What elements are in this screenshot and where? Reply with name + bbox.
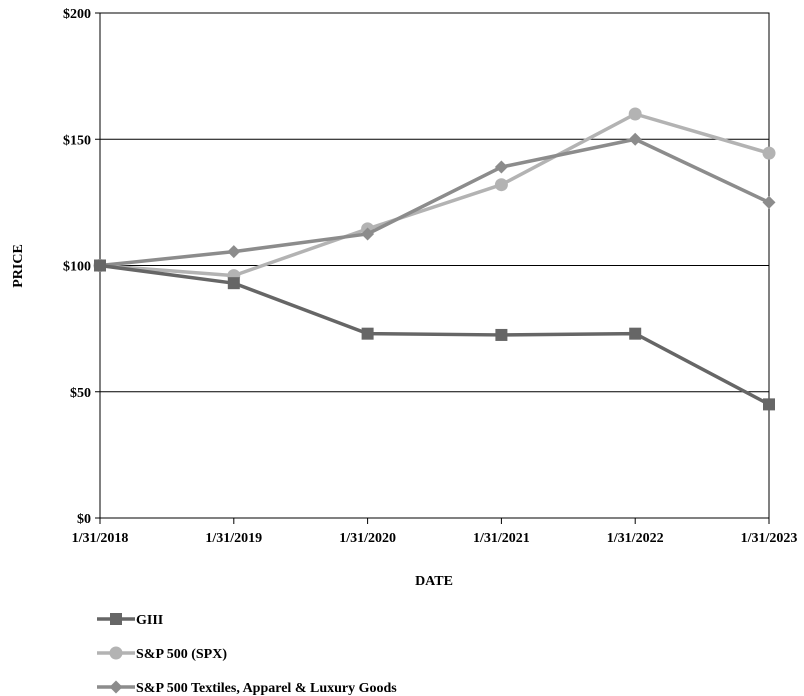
series-line: [99, 112, 770, 278]
x-tick-label: 1/31/2019: [205, 531, 262, 546]
data-point: [494, 160, 508, 174]
data-point: [94, 259, 106, 272]
legend-item-0: GIII: [97, 613, 163, 628]
gridlines: [100, 138, 769, 393]
x-tick-label: 1/31/2023: [741, 531, 798, 546]
data-point: [628, 132, 642, 146]
legend-swatch-marker: [109, 646, 123, 660]
series-line: [99, 263, 770, 406]
y-tick-labels: $0 $50 $100 $150 $200: [63, 7, 91, 527]
data-point: [227, 277, 240, 290]
x-tick-label: 1/31/2020: [339, 531, 396, 546]
data-point: [361, 227, 375, 241]
y-tick-label: $150: [63, 133, 91, 148]
axes: [95, 12, 770, 524]
data-point: [762, 146, 776, 160]
legend-label: GIII: [136, 613, 163, 628]
x-tick-label: 1/31/2018: [72, 531, 129, 546]
legend-swatch-marker: [109, 680, 123, 694]
data-point: [628, 107, 642, 121]
y-tick-label: $100: [63, 260, 91, 275]
series-group: [93, 107, 776, 411]
data-point: [227, 245, 241, 259]
legend-label: S&P 500 Textiles, Apparel & Luxury Goods: [136, 681, 397, 696]
y-tick-label: $200: [63, 7, 91, 22]
x-tick-labels: 1/31/2018 1/31/2019 1/31/2020 1/31/2021 1/31…: [72, 531, 798, 546]
series-line: [99, 137, 770, 268]
x-tick-label: 1/31/2021: [473, 531, 530, 546]
data-point: [495, 328, 508, 341]
legend-item-2: S&P 500 Textiles, Apparel & Luxury Goods: [97, 680, 397, 696]
series-0: [94, 259, 775, 411]
legend-item-1: S&P 500 (SPX): [97, 646, 227, 662]
y-tick-label: $0: [77, 512, 91, 527]
data-point: [361, 327, 374, 340]
x-axis-title: DATE: [415, 574, 453, 589]
legend-label: S&P 500 (SPX): [136, 647, 227, 662]
y-axis-title: PRICE: [11, 244, 26, 288]
x-tick-label: 1/31/2022: [607, 531, 664, 546]
data-point: [762, 195, 776, 209]
y-tick-label: $50: [70, 386, 91, 401]
data-point: [494, 178, 508, 192]
data-point: [763, 398, 775, 411]
legend: GIII S&P 500 (SPX) S&P 500 Textiles, Appar…: [97, 613, 397, 696]
data-point: [629, 327, 642, 340]
series-2: [93, 132, 776, 272]
legend-swatch-marker: [110, 613, 122, 625]
